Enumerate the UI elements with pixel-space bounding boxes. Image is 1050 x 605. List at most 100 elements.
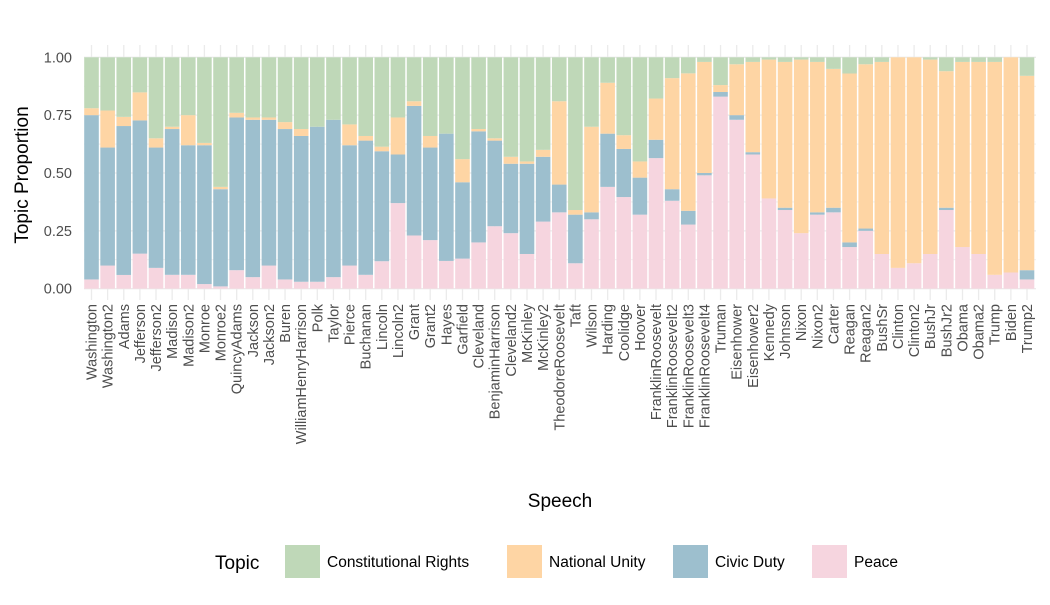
bar-segment-peace (793, 233, 809, 289)
x-tick-label: Nixon2 (810, 304, 826, 349)
bar-segment-national-unity (277, 122, 293, 130)
bar-segment-civic-duty (180, 145, 196, 275)
x-tick-label: Buren (278, 304, 294, 343)
bar-segment-civic-duty (826, 207, 841, 213)
bar-segment-civic-duty (858, 228, 874, 231)
bar-segment-national-unity (164, 126, 180, 130)
bar-segment-constitutional-rights (697, 57, 712, 62)
x-tick-label: BushSr (875, 304, 891, 352)
bar-segment-peace (551, 212, 567, 289)
bar-segment-civic-duty (568, 214, 583, 264)
bar-segment-constitutional-rights (713, 57, 728, 86)
bar-segment-national-unity (535, 149, 551, 157)
x-tick-label: Lincoln2 (391, 304, 407, 358)
bar-segment-national-unity (729, 64, 744, 116)
x-tick-label: Hayes (439, 304, 455, 345)
bar-segment-national-unity (955, 61, 970, 248)
x-tick-label: Carter (826, 304, 842, 344)
bar-segment-peace (116, 274, 132, 289)
bar-segment-civic-duty (729, 115, 744, 120)
bar-segment-peace (987, 274, 1003, 289)
bar-segment-peace (422, 240, 438, 289)
bar-segment-peace (890, 267, 906, 289)
bar-segment-peace (100, 265, 115, 289)
x-tick-label: Reagan2 (859, 304, 875, 363)
bar-segment-constitutional-rights (568, 57, 583, 211)
bar-segment-peace (503, 233, 519, 289)
bar-segment-national-unity (745, 61, 761, 153)
bar-segment-national-unity (213, 186, 228, 190)
bar-segment-peace (487, 226, 503, 289)
bar-segment-constitutional-rights (777, 57, 793, 62)
bar-segment-constitutional-rights (745, 57, 761, 62)
bar-segment-peace (132, 253, 148, 289)
bar-segment-constitutional-rights (390, 57, 406, 118)
bar-segment-peace (455, 258, 470, 289)
bar-segment-constitutional-rights (471, 57, 486, 130)
bar-segment-constitutional-rights (858, 57, 874, 65)
bar-segment-constitutional-rights (116, 57, 132, 117)
bar-segment-national-unity (229, 112, 244, 118)
bar-segment-constitutional-rights (406, 57, 422, 102)
bar-segment-national-unity (761, 59, 777, 199)
bar-segment-constitutional-rights (955, 57, 970, 62)
bar-segment-national-unity (455, 159, 470, 183)
bar-segment-constitutional-rights (632, 57, 648, 162)
bar-segment-peace (584, 219, 599, 289)
bar-segment-civic-duty (584, 212, 599, 220)
bar-segment-constitutional-rights (729, 57, 744, 65)
bar-segment-constitutional-rights (584, 57, 599, 127)
bar-segment-peace (293, 281, 309, 289)
x-axis-title: Speech (528, 491, 592, 512)
bar-segment-national-unity (632, 161, 648, 178)
bar-segment-constitutional-rights (600, 57, 615, 83)
bar-segment-national-unity (374, 146, 390, 152)
bar-segment-constitutional-rights (826, 57, 841, 69)
x-tick-label: Pierce (343, 304, 359, 345)
bar-segment-peace (245, 277, 261, 289)
y-tick-label: 0.75 (44, 108, 72, 124)
bar-segment-constitutional-rights (245, 57, 261, 118)
bar-segment-national-unity (422, 135, 438, 148)
x-tick-label: McKinley2 (536, 304, 552, 371)
bar-segment-civic-duty (664, 189, 680, 201)
bar-segment-national-unity (100, 110, 115, 148)
bar-segment-constitutional-rights (180, 57, 196, 116)
bar-segment-national-unity (971, 61, 986, 254)
bar-segment-civic-duty (310, 126, 325, 282)
x-tick-label: TheodoreRoosevelt (552, 304, 568, 431)
bar-segment-civic-duty (406, 105, 422, 236)
bar-segment-civic-duty (164, 129, 180, 275)
bar-segment-constitutional-rights (939, 57, 954, 72)
bar-segment-national-unity (793, 59, 809, 234)
legend-key-national-unity (507, 545, 542, 578)
legend-label: Civic Duty (715, 554, 785, 571)
x-tick-label: Harding (601, 304, 617, 355)
x-tick-label: Jefferson2 (149, 304, 165, 371)
bar-segment-civic-duty (197, 145, 212, 285)
bar-segment-peace (810, 214, 825, 289)
bar-segment-civic-duty (697, 173, 712, 176)
bar-segment-constitutional-rights (503, 57, 519, 157)
bar-segment-peace (939, 210, 954, 289)
bar-segment-national-unity (132, 92, 148, 121)
x-tick-label: Hoover (633, 304, 649, 351)
bar-segment-civic-duty (261, 119, 277, 266)
bar-segment-national-unity (584, 126, 599, 213)
bar-segment-constitutional-rights (229, 57, 244, 113)
bar-segment-peace (600, 186, 615, 289)
bar-segment-peace (519, 253, 535, 289)
x-tick-label: Truman (714, 304, 730, 353)
x-tick-label: Obama (955, 303, 971, 351)
bar-segment-constitutional-rights (132, 57, 148, 93)
bar-segment-national-unity (648, 98, 664, 140)
bar-segment-peace (568, 263, 583, 289)
x-tick-label: Cleveland2 (504, 304, 520, 377)
bar-segment-civic-duty (810, 212, 825, 215)
bar-segment-civic-duty (680, 210, 696, 225)
bar-segment-constitutional-rights (810, 57, 825, 62)
bar-segment-national-unity (245, 117, 261, 120)
x-tick-label: Wilson (585, 304, 601, 348)
bar-segment-constitutional-rights (987, 57, 1003, 62)
